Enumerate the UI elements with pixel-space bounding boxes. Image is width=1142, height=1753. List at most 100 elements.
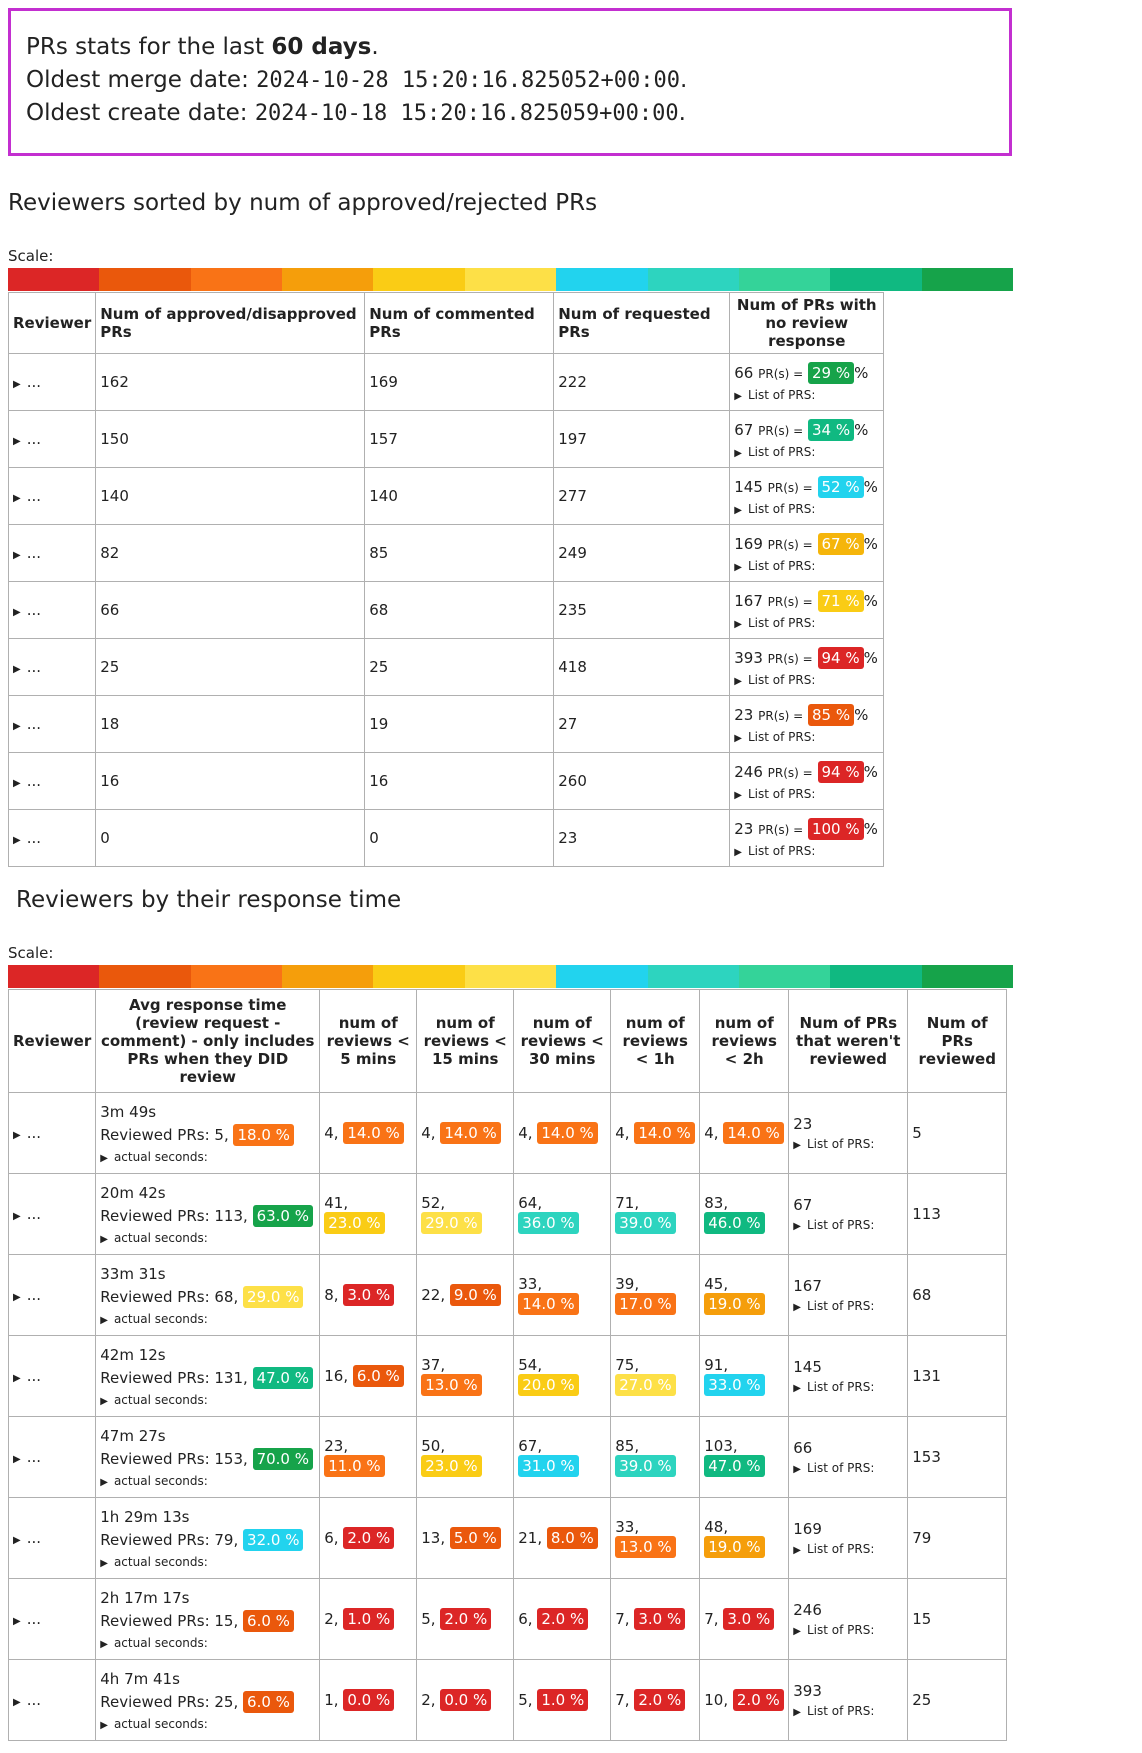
col-approved: Num of approved/disapproved PRs [95, 292, 366, 354]
disclosure-triangle-icon[interactable]: ▶ [100, 1476, 108, 1488]
scale-swatch-7 [556, 268, 648, 291]
disclosure-triangle-icon[interactable]: ▶ [100, 1557, 108, 1569]
reviewer-cell[interactable]: ▶... [7, 410, 97, 468]
actual-seconds[interactable]: ▶ actual seconds: [100, 1636, 315, 1650]
no-response-cell: 66 PR(s) = 29 %% ▶ List of PRS: [729, 353, 885, 411]
disclosure-triangle-icon[interactable]: ▶ [793, 1221, 801, 1232]
disclosure-triangle-icon[interactable]: ▶ [734, 448, 742, 459]
list-of-prs[interactable]: ▶ List of PRS: [734, 616, 879, 630]
disclosure-triangle-icon[interactable]: ▶ [13, 493, 21, 504]
list-of-prs[interactable]: ▶ List of PRS: [734, 388, 879, 402]
disclosure-triangle-icon[interactable]: ▶ [13, 721, 21, 732]
list-of-prs[interactable]: ▶ List of PRS: [793, 1623, 903, 1637]
disclosure-triangle-icon[interactable]: ▶ [13, 1616, 21, 1627]
list-of-prs[interactable]: ▶ List of PRS: [734, 445, 879, 459]
reviewer-cell[interactable]: ▶... [7, 638, 97, 696]
scale-swatch-6 [464, 965, 557, 988]
disclosure-triangle-icon[interactable]: ▶ [13, 436, 21, 447]
commented-count: 0 [364, 809, 555, 867]
actual-seconds[interactable]: ▶ actual seconds: [100, 1231, 315, 1245]
list-of-prs[interactable]: ▶ List of PRS: [793, 1380, 903, 1394]
disclosure-triangle-icon[interactable]: ▶ [13, 1130, 21, 1141]
disclosure-triangle-icon[interactable]: ▶ [793, 1626, 801, 1637]
disclosure-triangle-icon[interactable]: ▶ [100, 1638, 108, 1650]
avg-response-cell: 2h 17m 17s Reviewed PRs: 15, 6.0 % ▶ actual… [95, 1578, 321, 1660]
disclosure-triangle-icon[interactable]: ▶ [100, 1395, 108, 1407]
disclosure-triangle-icon[interactable]: ▶ [13, 1697, 21, 1708]
disclosure-triangle-icon[interactable]: ▶ [734, 847, 742, 858]
list-of-prs-label: List of PRS: [806, 1299, 875, 1313]
disclosure-triangle-icon[interactable]: ▶ [793, 1707, 801, 1718]
disclosure-triangle-icon[interactable]: ▶ [13, 1373, 21, 1384]
list-of-prs[interactable]: ▶ List of PRS: [734, 673, 879, 687]
list-of-prs[interactable]: ▶ List of PRS: [734, 844, 879, 858]
list-of-prs[interactable]: ▶ List of PRS: [734, 559, 879, 573]
disclosure-triangle-icon[interactable]: ▶ [13, 664, 21, 675]
disclosure-triangle-icon[interactable]: ▶ [793, 1383, 801, 1394]
disclosure-triangle-icon[interactable]: ▶ [13, 1292, 21, 1303]
disclosure-triangle-icon[interactable]: ▶ [793, 1140, 801, 1151]
disclosure-triangle-icon[interactable]: ▶ [734, 790, 742, 801]
list-of-prs[interactable]: ▶ List of PRS: [793, 1704, 903, 1718]
disclosure-triangle-icon[interactable]: ▶ [100, 1152, 108, 1164]
disclosure-triangle-icon[interactable]: ▶ [13, 1211, 21, 1222]
bucket-pct-badge: 9.0 % [449, 1284, 501, 1306]
list-of-prs-label: List of PRS: [747, 559, 816, 573]
disclosure-triangle-icon[interactable]: ▶ [793, 1464, 801, 1475]
disclosure-triangle-icon[interactable]: ▶ [734, 391, 742, 402]
list-of-prs[interactable]: ▶ List of PRS: [734, 730, 879, 744]
scale-swatch-1 [8, 268, 100, 291]
disclosure-triangle-icon[interactable]: ▶ [100, 1719, 108, 1731]
reviewer-cell[interactable]: ▶... [7, 1335, 97, 1417]
disclosure-triangle-icon[interactable]: ▶ [734, 733, 742, 744]
actual-seconds[interactable]: ▶ actual seconds: [100, 1555, 315, 1569]
actual-seconds[interactable]: ▶ actual seconds: [100, 1393, 315, 1407]
disclosure-triangle-icon[interactable]: ▶ [734, 505, 742, 516]
reviewer-cell[interactable]: ▶... [7, 1254, 97, 1336]
list-of-prs[interactable]: ▶ List of PRS: [793, 1299, 903, 1313]
actual-seconds[interactable]: ▶ actual seconds: [100, 1150, 315, 1164]
disclosure-triangle-icon[interactable]: ▶ [734, 619, 742, 630]
no-response-count: 23 [734, 820, 754, 838]
disclosure-triangle-icon[interactable]: ▶ [100, 1314, 108, 1326]
disclosure-triangle-icon[interactable]: ▶ [793, 1302, 801, 1313]
reviewer-cell[interactable]: ▶... [7, 524, 97, 582]
reviewer-cell[interactable]: ▶... [7, 1497, 97, 1579]
not-reviewed-cell: 145 ▶ List of PRS: [788, 1335, 909, 1417]
actual-seconds[interactable]: ▶ actual seconds: [100, 1717, 315, 1731]
disclosure-triangle-icon[interactable]: ▶ [13, 1535, 21, 1546]
reviewer-cell[interactable]: ▶... [7, 1092, 97, 1174]
reviewer-cell[interactable]: ▶... [7, 353, 97, 411]
actual-seconds[interactable]: ▶ actual seconds: [100, 1474, 315, 1488]
actual-seconds[interactable]: ▶ actual seconds: [100, 1312, 315, 1326]
list-of-prs[interactable]: ▶ List of PRS: [793, 1137, 903, 1151]
reviewer-cell[interactable]: ▶... [7, 467, 97, 525]
disclosure-triangle-icon[interactable]: ▶ [734, 562, 742, 573]
bucket-count: 54 [518, 1356, 538, 1374]
reviewer-cell[interactable]: ▶... [7, 1416, 97, 1498]
disclosure-triangle-icon[interactable]: ▶ [100, 1233, 108, 1245]
disclosure-triangle-icon[interactable]: ▶ [13, 835, 21, 846]
disclosure-triangle-icon[interactable]: ▶ [13, 1454, 21, 1465]
no-response-cell: 393 PR(s) = 94 %% ▶ List of PRS: [729, 638, 885, 696]
disclosure-triangle-icon[interactable]: ▶ [13, 379, 21, 390]
list-of-prs[interactable]: ▶ List of PRS: [793, 1218, 903, 1232]
reviewer-cell[interactable]: ▶... [7, 1173, 97, 1255]
reviewer-cell[interactable]: ▶... [7, 1578, 97, 1660]
reviewer-cell[interactable]: ▶... [7, 809, 97, 867]
list-of-prs[interactable]: ▶ List of PRS: [734, 502, 879, 516]
reviewer-cell[interactable]: ▶... [7, 752, 97, 810]
disclosure-triangle-icon[interactable]: ▶ [793, 1545, 801, 1556]
reviewer-cell[interactable]: ▶... [7, 1659, 97, 1741]
disclosure-triangle-icon[interactable]: ▶ [13, 607, 21, 618]
list-of-prs[interactable]: ▶ List of PRS: [734, 787, 879, 801]
reviewer-cell[interactable]: ▶... [7, 695, 97, 753]
disclosure-triangle-icon[interactable]: ▶ [734, 676, 742, 687]
no-response-cell: 167 PR(s) = 71 %% ▶ List of PRS: [729, 581, 885, 639]
list-of-prs[interactable]: ▶ List of PRS: [793, 1542, 903, 1556]
list-of-prs[interactable]: ▶ List of PRS: [793, 1461, 903, 1475]
disclosure-triangle-icon[interactable]: ▶ [13, 550, 21, 561]
disclosure-triangle-icon[interactable]: ▶ [13, 778, 21, 789]
reviewer-cell[interactable]: ▶... [7, 581, 97, 639]
prs-unit: PR(s) = [758, 367, 804, 381]
